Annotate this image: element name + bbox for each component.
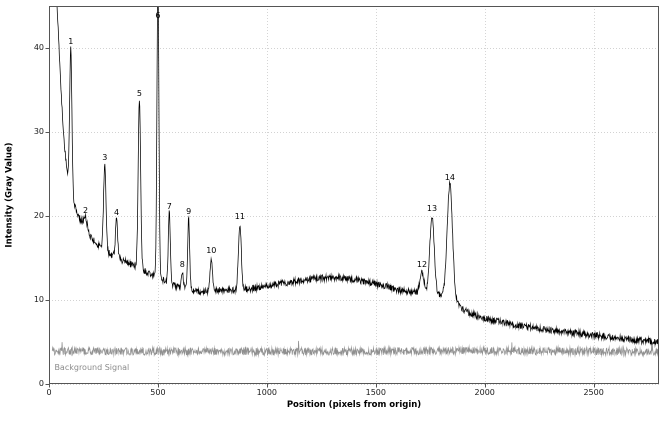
y-tick-label: 20 — [33, 211, 44, 220]
y-tick-label: 30 — [33, 127, 44, 136]
peak-label-5: 5 — [136, 89, 142, 98]
y-axis-label: Intensity (Gray Value) — [4, 142, 15, 248]
peak-label-8: 8 — [179, 259, 185, 269]
x-tick-label: 2000 — [474, 388, 495, 397]
peak-label-13: 13 — [426, 204, 438, 214]
x-tick-label: 2500 — [583, 388, 604, 397]
x-axis-label: Position (pixels from origin) — [286, 400, 422, 410]
peak-label-2: 2 — [83, 205, 89, 215]
peak-label-12: 12 — [416, 260, 428, 270]
y-tick-label: 40 — [33, 43, 44, 52]
peak-label-3: 3 — [102, 152, 108, 162]
x-tick-label: 1500 — [365, 388, 386, 397]
peak-label-14: 14 — [444, 173, 455, 182]
x-tick-label: 500 — [150, 388, 166, 397]
background-signal-label: Background Signal — [54, 363, 130, 373]
peak-label-10: 10 — [206, 246, 217, 256]
peak-label-7: 7 — [166, 201, 172, 211]
peak-label-11: 11 — [234, 212, 245, 222]
peak-label-4: 4 — [113, 208, 120, 218]
peak-label-1: 1 — [68, 36, 74, 46]
y-tick-label: 0 — [38, 379, 44, 388]
x-tick-label: 1000 — [256, 388, 278, 397]
peak-label-9: 9 — [186, 207, 192, 217]
peak-label-6: 6 — [155, 10, 161, 20]
x-tick-label: 0 — [46, 388, 52, 397]
y-tick-label: 10 — [33, 295, 44, 304]
